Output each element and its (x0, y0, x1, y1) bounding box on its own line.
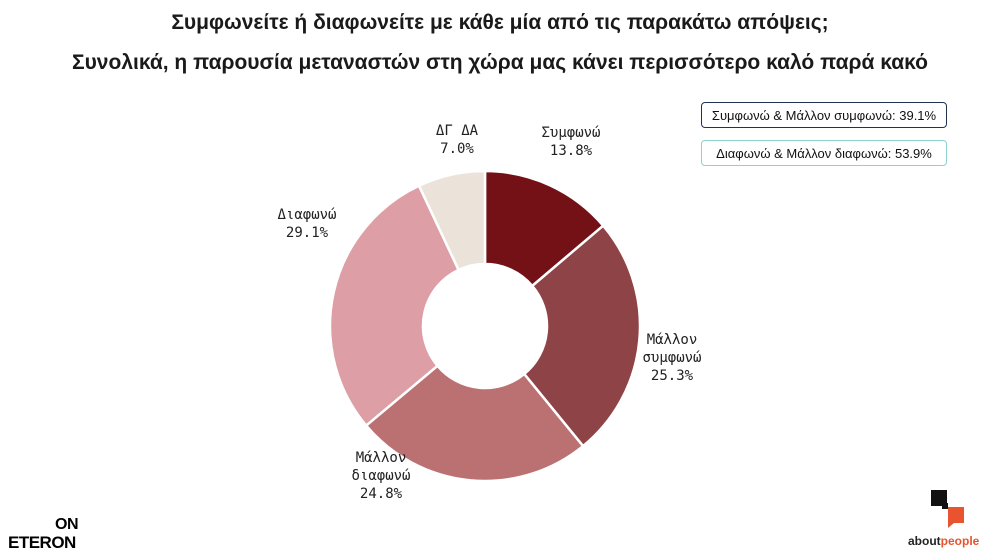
slice-name-somewhat-disagree: διαφωνώ (351, 468, 410, 484)
slice-label-somewhat-disagree: Μάλλον διαφωνώ 24.8% (351, 450, 410, 502)
aboutpeople-mark-icon (931, 490, 967, 528)
slice-name-agree: Συμφωνώ (541, 125, 600, 141)
slice-name-somewhat-disagree: Μάλλον (356, 450, 407, 466)
eteron-logo: ON ETERON (8, 517, 78, 551)
aboutpeople-word-about: about (908, 534, 941, 548)
slice-label-dk-na: ΔΓ ΔΑ 7.0% (436, 123, 479, 157)
slice-value-disagree: 29.1% (286, 225, 329, 241)
slice-label-agree: Συμφωνώ 13.8% (541, 125, 600, 159)
slice-value-somewhat-agree: 25.3% (651, 368, 694, 384)
slice-name-dk-na: ΔΓ ΔΑ (436, 123, 479, 139)
slice-name-somewhat-agree: συμφωνώ (642, 350, 701, 366)
aboutpeople-logo: aboutpeople (905, 490, 995, 554)
donut-slices (330, 171, 640, 481)
eteron-logo-on: ON (55, 517, 78, 533)
slice-value-dk-na: 7.0% (440, 141, 474, 157)
eteron-logo-word: ETERON (8, 534, 76, 551)
aboutpeople-word-people: people (941, 534, 980, 548)
slice-value-agree: 13.8% (550, 143, 593, 159)
slice-name-somewhat-agree: Μάλλον (647, 332, 698, 348)
slice-name-disagree: Διαφωνώ (277, 207, 336, 223)
slice-label-disagree: Διαφωνώ 29.1% (277, 207, 336, 241)
aboutpeople-wordmark: aboutpeople (908, 534, 979, 548)
slice-label-somewhat-agree: Μάλλον συμφωνώ 25.3% (642, 332, 701, 384)
slice-value-somewhat-disagree: 24.8% (360, 486, 403, 502)
